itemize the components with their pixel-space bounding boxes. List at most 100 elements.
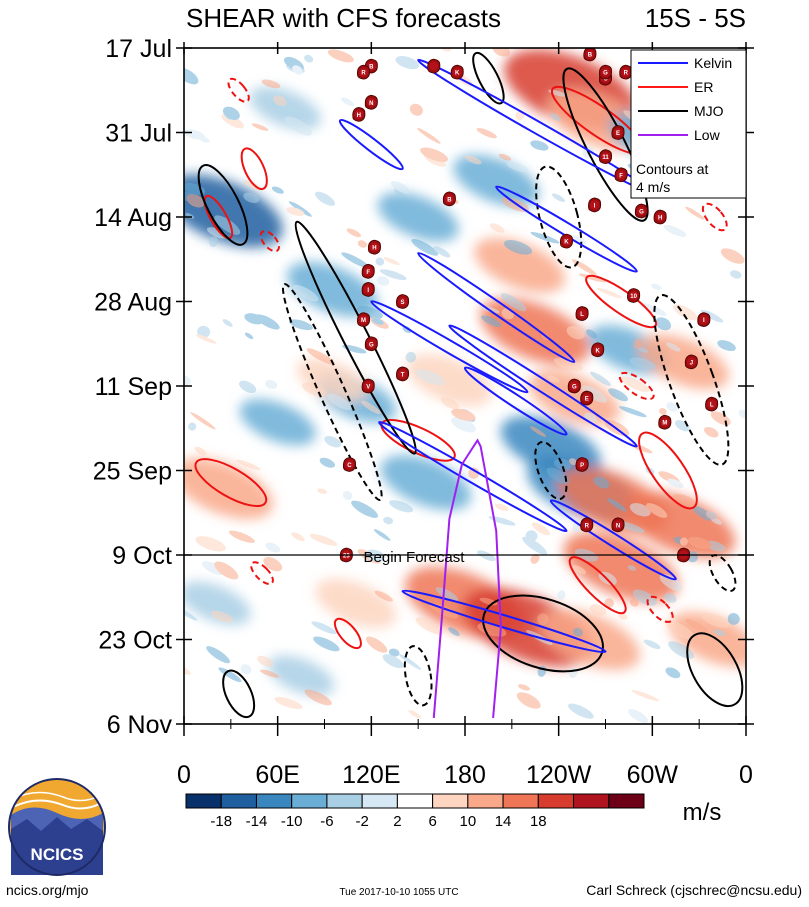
- anomaly-speckle: [244, 313, 264, 325]
- storm-core: [613, 128, 623, 137]
- footer-author: Carl Schreck (cjschrec@ncsu.edu): [586, 882, 802, 898]
- anomaly-speckle: [373, 529, 391, 541]
- kelvin-contour: [448, 324, 638, 448]
- y-tick-label: 6 Nov: [107, 711, 173, 739]
- mjo-contours: [197, 51, 744, 719]
- colorbar-label: 2: [393, 813, 401, 830]
- anomaly-speckle: [411, 238, 439, 256]
- storm-core: [369, 242, 379, 252]
- anomaly-speckle: [503, 239, 533, 255]
- colorbar-swatch: [396, 793, 434, 809]
- anomaly-speckle: [206, 646, 231, 664]
- storm-core: [621, 67, 631, 77]
- colorbar-label: -2: [355, 813, 368, 830]
- y-tick-label: 14 Aug: [94, 204, 172, 232]
- anomaly-speckle: [578, 273, 607, 283]
- anomaly-speckle: [273, 95, 287, 106]
- anomaly-blob: [380, 455, 472, 511]
- colorbar-swatch: [220, 793, 257, 809]
- storm-marker: H: [352, 106, 366, 122]
- anomaly-speckle: [341, 97, 355, 107]
- storm-marker: F: [614, 167, 628, 183]
- x-tick-label: 60E: [255, 761, 299, 789]
- colorbar-swatch: [467, 793, 504, 809]
- anomaly-speckle: [389, 500, 414, 513]
- anomaly-speckle: [218, 667, 242, 683]
- anomaly-speckle: [210, 610, 234, 623]
- anomaly-speckle: [477, 550, 496, 562]
- anomaly-speckle: [604, 598, 614, 608]
- y-tick-label: 17 Jul: [105, 35, 172, 63]
- anomaly-speckle: [209, 236, 219, 247]
- anomaly-speckle: [311, 621, 337, 635]
- storm-label: F: [366, 270, 370, 276]
- storm-core: [655, 212, 665, 222]
- legend-label: MJO: [694, 103, 724, 119]
- mjo-contour-negative: [653, 294, 730, 466]
- storm-core: [601, 152, 610, 162]
- x-tick-label: 120E: [342, 761, 400, 789]
- storm-core: [686, 357, 696, 367]
- anomaly-speckle: [197, 325, 211, 338]
- anomaly-speckle: [408, 709, 421, 719]
- anomaly-speckle: [492, 48, 511, 57]
- storm-label: I: [594, 203, 596, 209]
- storm-label: G: [639, 209, 644, 215]
- storm-label: F: [619, 173, 623, 179]
- storm-marker: K: [591, 342, 605, 358]
- anomaly-speckle: [214, 561, 239, 580]
- chart-title: SHEAR with CFS forecasts: [186, 3, 501, 33]
- anomaly-speckle: [476, 128, 497, 139]
- storm-label: B: [447, 197, 452, 203]
- storm-label: H: [658, 216, 662, 222]
- anomaly-speckle: [569, 235, 587, 245]
- anomaly-speckle: [206, 227, 227, 239]
- storm-label: K: [596, 348, 601, 354]
- anomaly-speckle: [639, 302, 667, 316]
- anomaly-speckle: [375, 257, 385, 266]
- x-tick-label: 0: [739, 761, 753, 789]
- colorbar-swatch: [361, 793, 398, 809]
- anomaly-speckle: [356, 305, 383, 320]
- storm-marker: R: [357, 64, 371, 80]
- storm-label: M: [361, 318, 366, 324]
- colorbar-swatch: [291, 793, 328, 809]
- anomaly-speckle: [568, 703, 594, 719]
- anomaly-speckle: [306, 348, 335, 365]
- colorbar-label: -18: [210, 813, 232, 830]
- storm-label: B: [588, 53, 593, 59]
- anomaly-speckle: [516, 692, 541, 709]
- storm-core: [363, 381, 373, 391]
- colorbar-label: 10: [460, 813, 477, 830]
- legend-note-line2: 4 m/s: [636, 179, 670, 195]
- anomaly-speckle: [265, 380, 278, 389]
- storm-marker: I: [361, 282, 375, 297]
- er-contour: [203, 194, 234, 240]
- anomaly-speckle: [468, 467, 480, 479]
- anomaly-speckle: [383, 516, 394, 525]
- anomaly-speckle: [530, 140, 549, 151]
- anomaly-speckle: [659, 574, 683, 591]
- kelvin-contour: [495, 185, 638, 273]
- anomaly-speckle: [415, 369, 445, 386]
- anomaly-speckle: [518, 684, 531, 691]
- storm-marker: E: [580, 390, 594, 406]
- storm-label: N: [369, 101, 373, 107]
- anomaly-speckle: [629, 357, 656, 370]
- y-tick-label: 9 Oct: [112, 542, 172, 570]
- anomaly-speckle: [433, 246, 451, 258]
- storm-marker: T: [396, 366, 410, 382]
- anomaly-speckle: [685, 206, 705, 220]
- kelvin-contour: [378, 420, 568, 533]
- anomaly-speckle: [729, 270, 742, 279]
- mjo-contour-negative: [535, 165, 583, 269]
- storm-core: [636, 206, 646, 216]
- anomaly-speckle: [664, 593, 677, 603]
- logo-text: NCICS: [31, 845, 84, 864]
- storm-label: I: [703, 318, 705, 324]
- er-contour: [380, 418, 456, 462]
- storm-label: R: [361, 71, 366, 77]
- anomaly-speckle: [184, 67, 199, 85]
- colorbar-label: 14: [495, 813, 512, 830]
- anomaly-speckle: [568, 458, 577, 466]
